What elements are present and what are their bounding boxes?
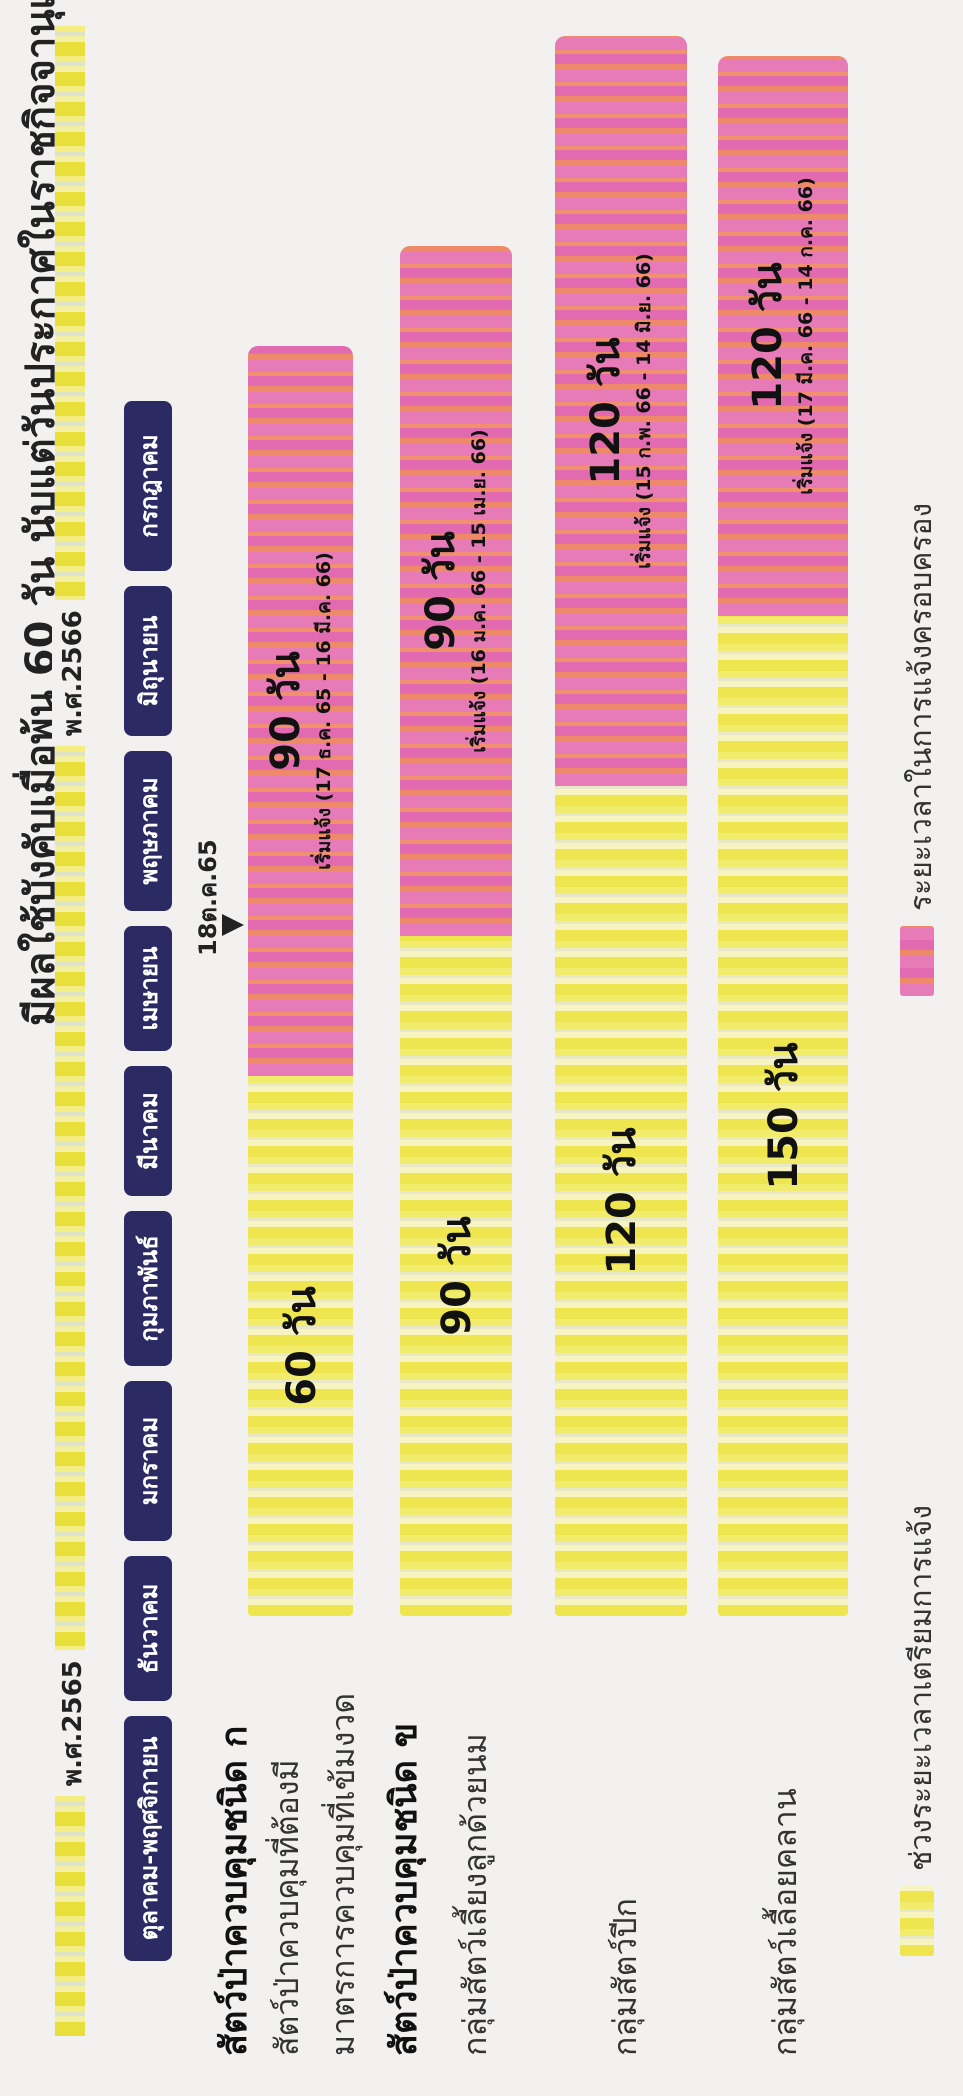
start-marker-label: 18ต.ค.65 <box>194 839 222 956</box>
notify-value-4: 120 วัน <box>745 262 791 410</box>
month-apr: เมษายน <box>124 926 172 1051</box>
group-b-mammal: กลุ่มสัตว์เลี้ยงลูกด้วยนม <box>456 1733 494 2056</box>
legend-text-notify: ระยะเวลาในการแจ้งครอบครอง <box>904 502 939 911</box>
notify-dates-4: เริ่มแจ้ง (17 มี.ค. 66 - 14 ก.ค. 66) <box>795 177 817 495</box>
year-label-2566: พ.ศ.2566 <box>52 600 93 746</box>
prep-bar-3: 120 วัน <box>555 786 687 1616</box>
month-dec: ธันวาคม <box>124 1556 172 1701</box>
prep-bar-4: 150 วัน <box>718 616 848 1616</box>
notify-value-3: 120 วัน <box>583 337 629 485</box>
notify-dates-1: เริ่มแจ้ง (17 ธ.ค. 65 - 16 มี.ค. 66) <box>312 552 335 870</box>
group-a-heading: สัตว์ป่าควบคุมชนิด ก <box>214 1725 255 2056</box>
month-may: พฤษภาคม <box>124 751 172 911</box>
legend-swatch-prep <box>900 1886 934 1956</box>
month-oct-nov: ตุลาคม-พฤศจิกายน <box>124 1716 172 1961</box>
legend-swatch-notify <box>900 926 934 996</box>
prep-value-4: 150 วัน <box>761 1042 807 1190</box>
year-label-2565: พ.ศ.2565 <box>52 1650 93 1796</box>
notify-bar-4: 120 วัน เริ่มแจ้ง (17 มี.ค. 66 - 14 ก.ค.… <box>718 56 848 616</box>
group-a-desc-2: มาตรการควบคุมที่เข้มงวด <box>324 1692 362 2056</box>
group-b-heading: สัตว์ป่าควบคุมชนิด ข <box>384 1722 425 2056</box>
group-b-reptile: กลุ่มสัตว์เลื้อยคลาน <box>766 1788 804 2056</box>
month-jul: กรกฎาคม <box>124 401 172 571</box>
legend-text-prep: ช่วงระยะเวลาเตรียมการแจ้ง <box>904 1505 939 1871</box>
month-jun: มิถุนายน <box>124 586 172 736</box>
start-marker-arrow <box>222 914 244 936</box>
prep-bar-2: 90 วัน <box>400 936 512 1616</box>
notify-dates-2: เริ่มแจ้ง (16 ม.ค. 66 - 15 เม.ย. 66) <box>468 429 490 753</box>
month-mar: มีนาคม <box>124 1066 172 1196</box>
prep-bar-1: 60 วัน <box>248 1076 353 1616</box>
notify-bar-1: 90 วัน เริ่มแจ้ง (17 ธ.ค. 65 - 16 มี.ค. … <box>248 346 353 1076</box>
month-feb: กุมภาพันธ์ <box>124 1211 172 1366</box>
prep-value-2: 90 วัน <box>434 1216 480 1336</box>
notify-dates-3: เริ่มแจ้ง (15 ก.พ. 66 - 14 มิ.ย. 66) <box>633 253 655 569</box>
notify-bar-3: 120 วัน เริ่มแจ้ง (15 ก.พ. 66 - 14 มิ.ย.… <box>555 36 687 786</box>
notify-value-2: 90 วัน <box>418 531 464 651</box>
notify-bar-2: 90 วัน เริ่มแจ้ง (16 ม.ค. 66 - 15 เม.ย. … <box>400 246 512 936</box>
group-a-desc-1: สัตว์ป่าควบคุมที่ต้องมี <box>268 1759 306 2056</box>
month-jan: มกราคม <box>124 1381 172 1541</box>
prep-value-3: 120 วัน <box>599 1127 645 1275</box>
notify-value-1: 90 วัน <box>262 651 309 771</box>
prep-value-1: 60 วัน <box>278 1286 325 1406</box>
group-b-bird: กลุ่มสัตว์ปีก <box>606 1897 644 2056</box>
